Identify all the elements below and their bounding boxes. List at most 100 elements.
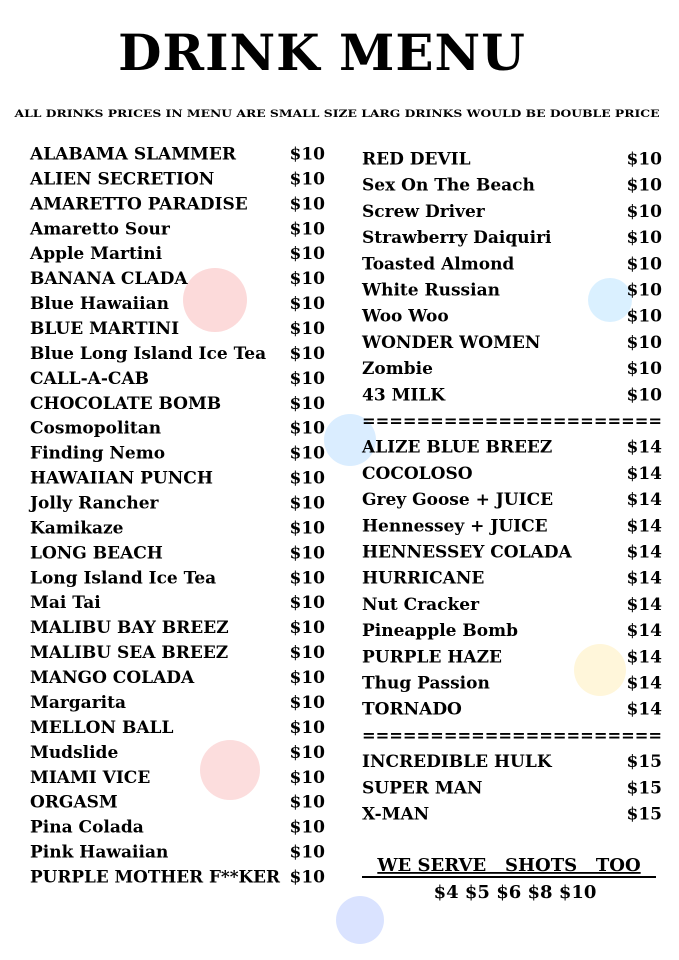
item-name: Hennessey + JUICE <box>362 516 548 536</box>
item-price: $10 <box>290 219 326 239</box>
item-price: $10 <box>290 718 326 738</box>
item-name: HENNESSEY COLADA <box>362 543 572 563</box>
item-price: $10 <box>290 194 326 214</box>
item-price: $10 <box>290 618 326 638</box>
item-price: $14 <box>627 674 663 694</box>
item-name: Blue Hawaiian <box>30 294 169 314</box>
item-price: $14 <box>627 621 663 641</box>
item-name: WONDER WOMEN <box>361 333 540 353</box>
item-price: $10 <box>290 568 326 588</box>
item-price: $10 <box>290 394 326 414</box>
item-name: X-MAN <box>362 805 429 825</box>
item-price: $10 <box>290 494 326 514</box>
item-price: $10 <box>290 419 326 439</box>
item-price: $15 <box>627 805 663 825</box>
item-price: $10 <box>290 169 326 189</box>
item-price: $10 <box>290 843 326 863</box>
item-price: $15 <box>627 752 663 772</box>
item-price: $10 <box>290 543 326 563</box>
item-price: $14 <box>627 438 663 458</box>
item-price: $10 <box>290 145 326 165</box>
item-name: Pineapple Bomb <box>362 621 518 641</box>
item-name: RED DEVIL <box>362 150 471 170</box>
item-name: Sex On The Beach <box>362 176 535 196</box>
item-price: $10 <box>290 344 326 364</box>
item-name: HAWAIIAN PUNCH <box>30 469 213 489</box>
item-name: ALIZE BLUE BREEZ <box>361 438 552 458</box>
item-price: $10 <box>290 668 326 688</box>
footer-heading: WE SERVE SHOTS TOO <box>376 855 640 876</box>
item-name: PURPLE HAZE <box>362 647 502 667</box>
item-price: $10 <box>290 768 326 788</box>
item-price: $14 <box>627 490 663 510</box>
item-price: $10 <box>290 867 326 887</box>
item-price: $10 <box>627 176 663 196</box>
item-price: $10 <box>290 593 326 613</box>
separator: ====================== <box>362 412 662 432</box>
item-name: MALIBU BAY BREEZ <box>30 618 229 638</box>
item-name: Woo Woo <box>361 307 449 327</box>
item-price: $10 <box>290 244 326 264</box>
item-name: 43 MILK <box>362 385 446 405</box>
item-name: ORGASM <box>30 793 118 813</box>
item-name: BLUE MARTINI <box>30 319 179 339</box>
item-name: Margarita <box>30 693 126 713</box>
item-price: $10 <box>627 307 663 327</box>
item-price: $10 <box>290 643 326 663</box>
item-name: Apple Martini <box>29 244 163 264</box>
item-name: PURPLE MOTHER F**KER <box>30 867 281 887</box>
item-price: $10 <box>627 333 663 353</box>
item-price: $14 <box>627 700 663 720</box>
item-price: $10 <box>627 281 663 301</box>
item-name: Strawberry Daiquiri <box>362 228 552 248</box>
item-name: ALIEN SECRETION <box>29 169 214 189</box>
item-name: Nut Cracker <box>362 595 480 615</box>
item-name: MIAMI VICE <box>30 768 150 788</box>
item-name: Pina Colada <box>30 818 144 838</box>
item-price: $10 <box>290 369 326 389</box>
item-price: $10 <box>290 518 326 538</box>
item-name: Thug Passion <box>362 674 490 694</box>
item-name: AMARETTO PARADISE <box>29 194 248 214</box>
item-name: MALIBU SEA BREEZ <box>30 643 228 663</box>
item-name: Pink Hawaiian <box>30 843 168 863</box>
item-price: $10 <box>290 444 326 464</box>
item-price: $10 <box>290 693 326 713</box>
item-name: CHOCOLATE BOMB <box>30 394 221 414</box>
item-price: $10 <box>290 743 326 763</box>
item-price: $10 <box>627 254 663 274</box>
item-name: Kamikaze <box>30 518 124 538</box>
item-price: $10 <box>627 359 663 379</box>
item-name: CALL-A-CAB <box>30 369 149 389</box>
item-name: Zombie <box>362 359 433 379</box>
left-column: ALABAMA SLAMMER $10 ALIEN SECRETION $10 AMAR… <box>28 145 325 888</box>
item-name: White Russian <box>361 281 500 301</box>
item-price: $10 <box>290 469 326 489</box>
item-price: $10 <box>290 269 326 289</box>
item-price: $10 <box>290 793 326 813</box>
decor <box>183 268 632 944</box>
item-name: COCOLOSO <box>362 464 473 484</box>
item-name: LONG BEACH <box>30 543 163 563</box>
item-price: $14 <box>627 595 663 615</box>
item-price: $15 <box>627 778 663 798</box>
item-name: Jolly Rancher <box>28 494 160 514</box>
note: ALL DRINKS PRICES IN MENU ARE SMALL SIZE… <box>13 108 659 120</box>
item-name: Grey Goose + JUICE <box>362 490 553 510</box>
item-price: $14 <box>627 647 663 667</box>
item-name: Toasted Almond <box>362 254 514 274</box>
right-column: RED DEVIL $10 Sex On The Beach $10 Screw Dri… <box>361 150 662 825</box>
item-price: $14 <box>627 543 663 563</box>
item-name: MELLON BALL <box>30 718 173 738</box>
item-price: $10 <box>290 319 326 339</box>
footer-prices: $4 $5 $6 $8 $10 <box>434 882 597 903</box>
item-name: SUPER MAN <box>362 778 482 798</box>
item-price: $14 <box>627 569 663 589</box>
title: DRINK MENU <box>118 23 526 82</box>
item-price: $10 <box>627 228 663 248</box>
item-price: $10 <box>290 818 326 838</box>
item-price: $14 <box>627 464 663 484</box>
item-price: $10 <box>627 150 663 170</box>
item-name: Mai Tai <box>30 593 101 613</box>
